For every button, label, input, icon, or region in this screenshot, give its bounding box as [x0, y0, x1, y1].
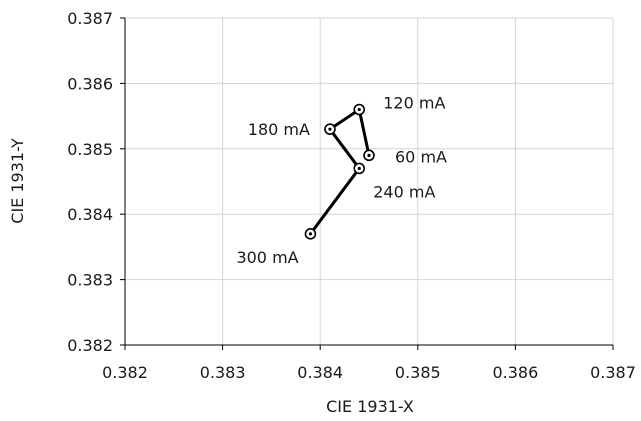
- data-point-label: 180 mA: [248, 120, 310, 139]
- y-tick-label: 0.385: [67, 140, 113, 159]
- data-point-center: [308, 232, 313, 236]
- x-axis-title: CIE 1931-X: [326, 397, 414, 416]
- series: [304, 103, 375, 240]
- y-tick-label: 0.383: [67, 271, 113, 290]
- y-tick-label: 0.386: [67, 74, 113, 93]
- x-tick-label: 0.383: [200, 363, 246, 382]
- data-point-center: [357, 166, 361, 171]
- x-tick-label: 0.386: [492, 363, 538, 382]
- axes: [124, 18, 613, 346]
- x-tick-label: 0.384: [297, 363, 343, 382]
- data-point-label: 240 mA: [373, 182, 435, 201]
- x-tick-label: 0.382: [102, 363, 148, 382]
- ticks: 0.382 0.383 0.384 0.385 0.386 0.387 0.382 0.383…: [67, 9, 636, 382]
- data-point-label: 300 mA: [236, 248, 298, 267]
- y-tick-label: 0.387: [67, 9, 113, 28]
- y-tick-label: 0.384: [67, 205, 113, 224]
- x-tick-label: 0.387: [590, 363, 636, 382]
- data-point-label: 120 mA: [383, 94, 445, 113]
- grid: [125, 17, 614, 345]
- data-point-label: 60 mA: [395, 147, 447, 166]
- data-point-center: [357, 107, 361, 112]
- data-point-center: [367, 153, 371, 157]
- y-axis-title: CIE 1931-Y: [8, 138, 27, 224]
- point-labels: 60 mA 120 mA 180 mA 240 mA 300 mA: [236, 94, 447, 267]
- y-tick-label: 0.382: [67, 336, 113, 355]
- x-tick-label: 0.385: [395, 363, 441, 382]
- data-point-center: [328, 127, 332, 131]
